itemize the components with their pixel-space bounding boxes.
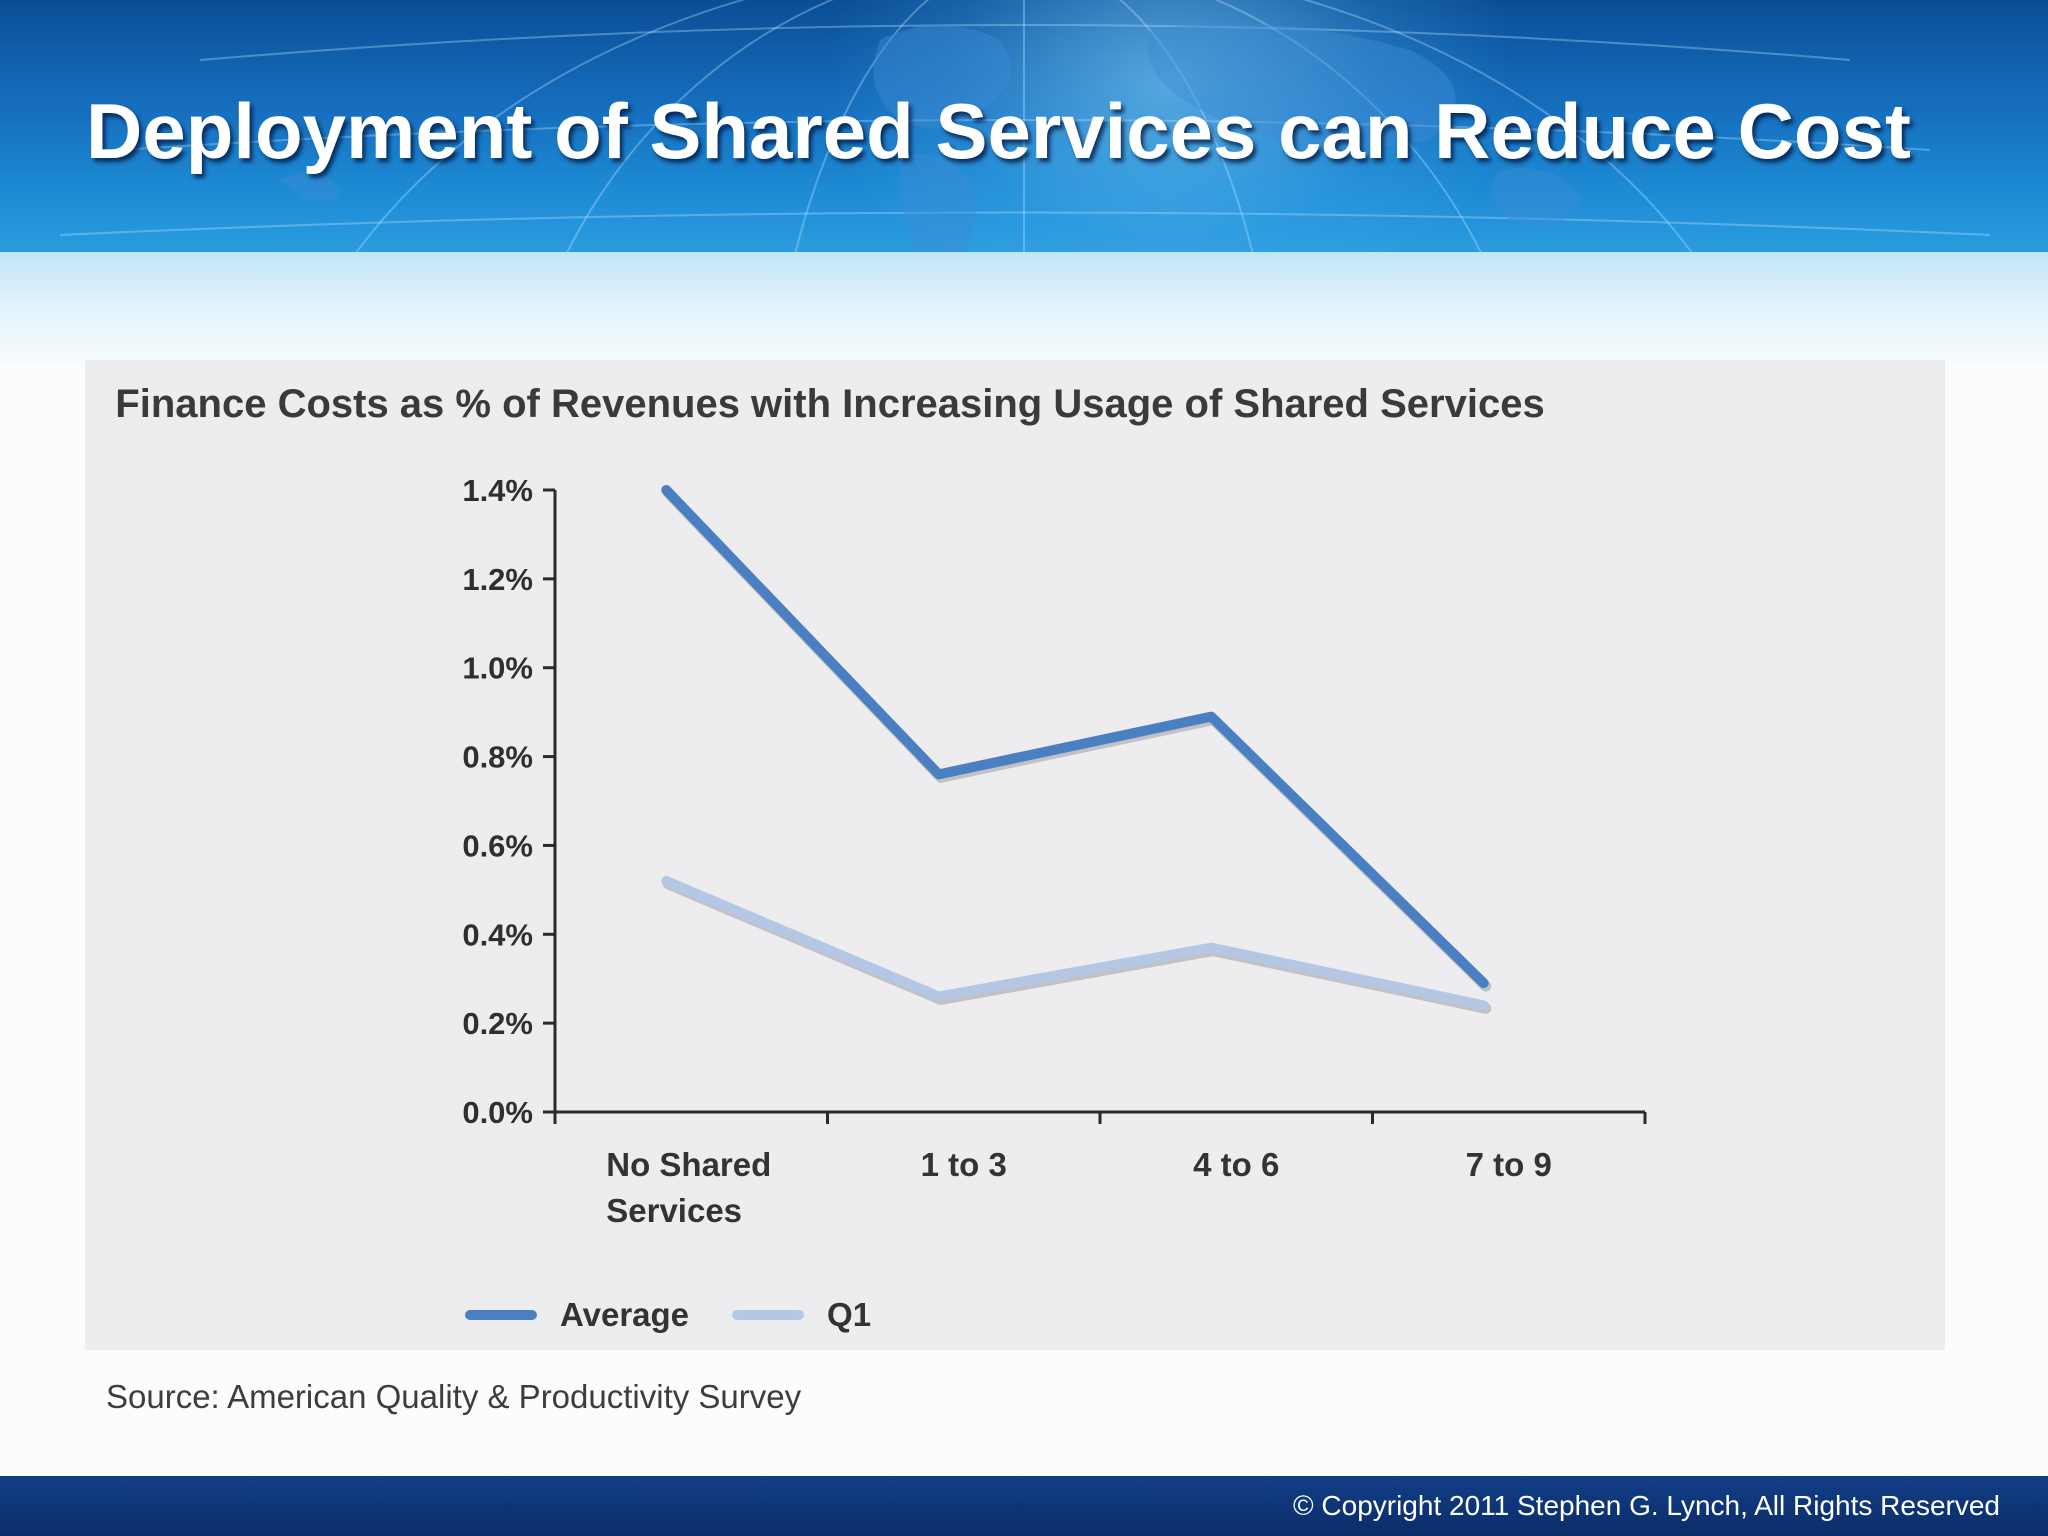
slide-title: Deployment of Shared Services can Reduce… bbox=[86, 87, 1911, 175]
y-tick-label: 0.0% bbox=[462, 1095, 533, 1130]
series-line-q1 bbox=[661, 875, 1489, 1011]
y-tick-label: 0.8% bbox=[462, 740, 533, 775]
data-point-q1 bbox=[665, 879, 668, 882]
data-point-average bbox=[937, 773, 940, 776]
data-point-q1 bbox=[937, 995, 940, 998]
x-category-label: 7 to 9 bbox=[1466, 1146, 1552, 1183]
source-note: Source: American Quality & Productivity … bbox=[106, 1378, 802, 1415]
y-tick-label: 0.6% bbox=[462, 828, 533, 863]
copyright-text: © Copyright 2011 Stephen G. Lynch, All R… bbox=[1292, 1490, 2000, 1521]
header-glow bbox=[820, 0, 1520, 252]
x-category-label: 4 to 6 bbox=[1193, 1146, 1279, 1183]
y-tick-label: 1.2% bbox=[462, 562, 533, 597]
footer-bar: © Copyright 2011 Stephen G. Lynch, All R… bbox=[0, 1476, 2048, 1536]
data-point-average bbox=[1210, 715, 1213, 718]
series-shadow-q1 bbox=[662, 878, 1492, 1014]
legend-label-q1: Q1 bbox=[827, 1296, 871, 1333]
y-tick-label: 1.0% bbox=[462, 651, 533, 686]
y-tick-label: 0.2% bbox=[462, 1006, 533, 1041]
y-tick-label: 1.4% bbox=[462, 473, 533, 508]
globe-map-graphic bbox=[59, 0, 1991, 252]
series-line-average bbox=[661, 485, 1489, 989]
y-axis-ticks: 1.4% 1.2% 1.0% 0.8% 0.6% 0.4% 0.2% 0.0% bbox=[462, 473, 555, 1130]
data-point-average bbox=[665, 489, 668, 491]
data-point-q1 bbox=[1210, 946, 1213, 949]
x-category-label: No Shared Services bbox=[606, 1146, 771, 1229]
header-banner bbox=[0, 0, 2048, 252]
y-tick-label: 0.4% bbox=[462, 917, 533, 952]
chart-axes bbox=[553, 490, 1645, 1114]
legend-label-average: Average bbox=[560, 1296, 689, 1333]
series-shadow-average bbox=[662, 487, 1492, 992]
line-chart: Finance Costs as % of Revenues with Incr… bbox=[115, 382, 1647, 1333]
chart-legend: Average Q1 bbox=[465, 1296, 871, 1333]
x-axis-ticks: No Shared Services 1 to 3 4 to 6 7 to 9 bbox=[553, 1112, 1647, 1229]
data-point-average bbox=[1482, 982, 1485, 985]
x-category-label: 1 to 3 bbox=[921, 1146, 1007, 1183]
chart-panel: Finance Costs as % of Revenues with Incr… bbox=[85, 360, 1945, 1350]
chart-title: Finance Costs as % of Revenues with Incr… bbox=[115, 382, 1544, 426]
series-lines bbox=[661, 485, 1492, 1014]
header-fade bbox=[0, 252, 2048, 372]
data-point-q1 bbox=[1482, 1004, 1485, 1007]
